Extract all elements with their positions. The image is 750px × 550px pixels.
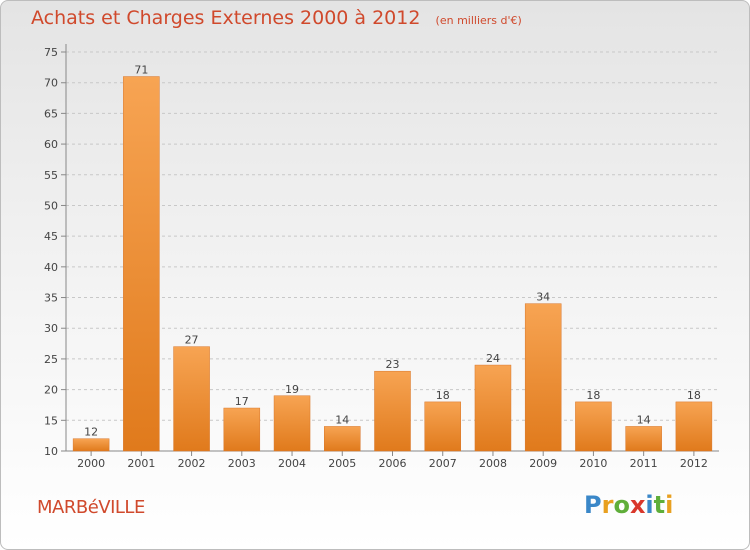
y-tick-label: 70 <box>44 77 58 90</box>
y-tick-label: 45 <box>44 230 58 243</box>
logo-letter: x <box>629 491 646 519</box>
y-tick-label: 20 <box>44 384 58 397</box>
bar-value-label: 24 <box>486 352 500 365</box>
x-tick-label: 2010 <box>579 457 607 470</box>
x-tick-label: 2001 <box>127 457 155 470</box>
bar-value-label: 18 <box>687 389 701 402</box>
bar-value-label: 17 <box>235 395 249 408</box>
y-tick-label: 10 <box>44 445 58 458</box>
bar-value-label: 18 <box>586 389 600 402</box>
bar <box>575 401 612 452</box>
bar-value-label: 27 <box>185 334 199 347</box>
logo-letter: P <box>584 491 602 519</box>
bar-value-label: 23 <box>386 358 400 371</box>
x-tick-label: 2007 <box>429 457 457 470</box>
bar-value-label: 34 <box>536 291 550 304</box>
x-tick-label: 2002 <box>178 457 206 470</box>
bars <box>72 76 713 452</box>
x-tick-label: 2000 <box>77 457 105 470</box>
x-tick-label: 2004 <box>278 457 306 470</box>
bar <box>374 370 411 452</box>
y-tick-label: 50 <box>44 199 58 212</box>
bar-value-label: 14 <box>637 413 651 426</box>
y-tick-label: 15 <box>44 414 58 427</box>
bar-value-label: 12 <box>84 426 98 439</box>
chart-title: Achats et Charges Externes 2000 à 2012 <box>31 7 421 29</box>
bar <box>72 438 110 452</box>
bar <box>273 395 311 452</box>
y-tick-label: 25 <box>44 353 58 366</box>
chart-subtitle: (en milliers d'€) <box>435 14 522 27</box>
x-tick-label: 2008 <box>479 457 507 470</box>
data-labels: 12 71 27 17 19 14 23 18 24 34 18 14 18 <box>84 64 701 439</box>
logo-letter: o <box>613 491 630 519</box>
bar <box>625 426 662 452</box>
x-tick-label: 2003 <box>228 457 256 470</box>
city-name: MARBéVILLE <box>37 497 145 518</box>
bar <box>675 401 713 452</box>
bar <box>524 303 562 452</box>
y-tick-label: 75 <box>44 46 58 59</box>
proxiti-logo: Proxiti <box>584 491 673 519</box>
y-tick-label: 60 <box>44 138 58 151</box>
bar <box>474 364 512 452</box>
x-tick-label: 2009 <box>529 457 557 470</box>
bar-value-label: 14 <box>335 413 349 426</box>
bar <box>424 401 461 452</box>
bar <box>324 426 361 452</box>
y-tick-label: 30 <box>44 322 58 335</box>
x-tick-label: 2011 <box>630 457 658 470</box>
chart-heading: Achats et Charges Externes 2000 à 2012 (… <box>31 7 522 29</box>
logo-letter: i <box>645 491 654 519</box>
bar <box>173 346 210 452</box>
tick-labels: 10 15 20 25 30 35 40 45 50 55 60 65 70 75 2000 2001 2002… <box>44 46 708 470</box>
y-tick-label: 65 <box>44 107 58 120</box>
y-tick-label: 35 <box>44 292 58 305</box>
bar <box>223 407 261 452</box>
bar-value-label: 19 <box>285 383 299 396</box>
logo-letter: t <box>653 491 666 519</box>
y-tick-label: 40 <box>44 261 58 274</box>
bar-value-label: 71 <box>134 64 148 77</box>
y-tick-label: 55 <box>44 169 58 182</box>
x-tick-label: 2006 <box>379 457 407 470</box>
bar <box>123 76 160 452</box>
x-tick-label: 2012 <box>680 457 708 470</box>
logo-letter: r <box>601 491 614 519</box>
logo-letter: i <box>665 491 674 519</box>
bar-value-label: 18 <box>436 389 450 402</box>
x-tick-label: 2005 <box>328 457 356 470</box>
